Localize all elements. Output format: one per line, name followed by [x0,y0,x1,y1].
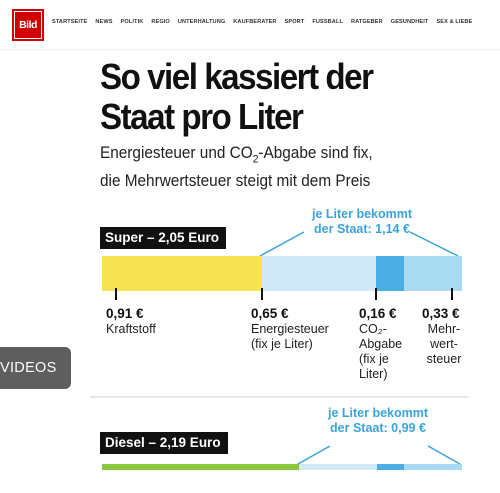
super-callout-line-2: der Staat: 1,14 € [314,222,410,236]
super-segment-kraftstoff [102,256,262,291]
subline-1: Energiesteuer und CO2-Abgabe sind fix, [100,142,435,170]
subline-1-subscript: 2 [252,153,259,166]
desc-line: (fix je [359,352,389,366]
diesel-segment-energiesteuer [299,464,377,470]
desc-line: Abgabe [359,337,403,351]
videos-button[interactable]: VIDEOS [0,347,71,389]
nav-item-gesundheit[interactable]: GESUNDHEIT [390,19,429,25]
subline-1-a: Energiesteuer und CO [100,144,253,162]
desc-line: Kraftstoff [106,322,156,336]
infographic-headline: So viel kassiert der Staat pro Liter [100,57,450,137]
headline-line-2: Staat pro Liter [100,96,304,137]
desc-line: steuer [426,352,462,366]
super-price-bar [102,256,462,291]
diesel-segment-mehrwertsteuer [404,464,462,470]
desc-line: CO₂- [359,322,387,336]
subline-1-b: -Abgabe sind fix, [258,144,373,162]
diesel-state-share-callout: je Liter bekommt der Staat: 0,99 € [316,406,440,436]
logo-frame: Bild [14,11,42,39]
desc-co2-abgabe: CO₂- Abgabe (fix je Liter) [359,322,402,382]
subline-2: die Mehrwertsteuer steigt mit dem Preis [100,172,371,191]
desc-kraftstoff: Kraftstoff [106,322,156,337]
marker-energiesteuer [261,288,263,300]
nav-menu: STARTSEITE NEWS POLITIK REGIO UNTERHALTU… [52,19,480,25]
nav-item-sport[interactable]: SPORT [284,19,305,25]
diesel-callout-line-1: je Liter bekommt [327,406,429,420]
top-navigation: Bild STARTSEITE NEWS POLITIK REGIO UNTER… [0,0,500,50]
desc-line: (fix je Liter) [251,337,313,351]
headline-line-1: So viel kassiert der [100,56,374,97]
super-segment-mehrwertsteuer [404,256,462,291]
super-segment-co2-abgabe [375,256,405,291]
desc-line: Energiesteuer [251,322,329,336]
desc-line: wert- [430,337,458,351]
super-price-label: Super – 2,05 Euro [100,227,227,249]
nav-item-regio[interactable]: REGIO [151,19,170,25]
nav-item-fussball[interactable]: FUSSBALL [312,19,343,25]
page-margin-right [469,50,500,493]
diesel-segment-co2-abgabe [376,464,405,470]
nav-item-news[interactable]: NEWS [95,19,113,25]
desc-line: Liter) [359,367,388,381]
value-mehrwertsteuer: 0,33 € [422,306,460,321]
value-kraftstoff: 0,91 € [106,306,144,321]
diesel-callout-line-2: der Staat: 0,99 € [330,421,426,435]
marker-co2-abgabe [375,288,377,300]
infographic-subline: Energiesteuer und CO2-Abgabe sind fix, d… [100,142,435,192]
marker-mehrwertsteuer [451,288,453,300]
desc-line: Mehr- [427,322,461,336]
diesel-price-label: Diesel – 2,19 Euro [100,432,228,454]
super-segment-energiesteuer [261,256,376,291]
nav-item-politik[interactable]: POLITIK [120,19,144,25]
value-co2-abgabe: 0,16 € [359,306,397,321]
super-state-share-callout: je Liter bekommt der Staat: 1,14 € [300,207,424,237]
value-energiesteuer: 0,65 € [251,306,289,321]
diesel-callout-bracket [297,445,461,465]
marker-kraftstoff [115,288,117,300]
bild-logo[interactable]: Bild [12,9,44,41]
desc-energiesteuer: Energiesteuer (fix je Liter) [251,322,329,352]
nav-item-unterhaltung[interactable]: UNTERHALTUNG [177,19,226,25]
section-divider [90,396,470,398]
desc-mehrwertsteuer: Mehr- wert- steuer [426,322,462,367]
diesel-price-bar [102,464,462,470]
nav-item-ratgeber[interactable]: RATGEBER [350,19,383,25]
nav-item-sex-liebe[interactable]: SEX & LIEBE [436,19,473,25]
nav-item-kaufberater[interactable]: KAUFBERATER [233,19,277,25]
super-callout-bracket [259,231,459,257]
nav-item-startseite[interactable]: STARTSEITE [52,19,88,25]
super-callout-line-1: je Liter bekommt [311,207,413,221]
diesel-segment-kraftstoff [102,464,300,470]
logo-text: Bild [19,19,37,31]
